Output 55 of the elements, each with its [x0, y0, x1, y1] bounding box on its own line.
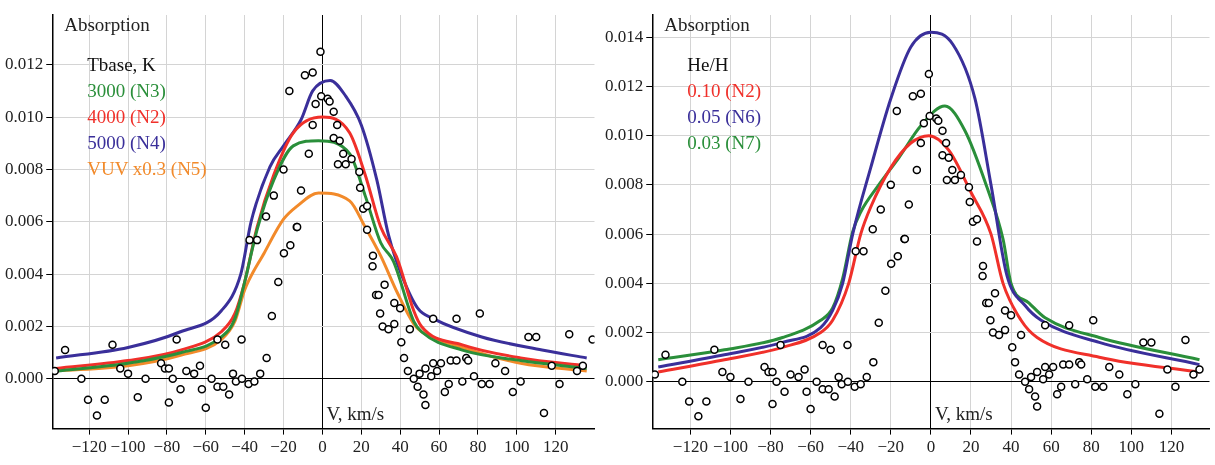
y-tick-label: 0.008: [605, 174, 644, 194]
text: 5000 (N4): [87, 132, 166, 155]
line-series: [54, 78, 589, 360]
y-axis-title: Absorption: [64, 14, 151, 36]
x-tick-label: 80: [469, 437, 487, 457]
x-tick-label: 60: [1042, 437, 1060, 457]
text: 0.10 (N2): [687, 80, 762, 103]
x-tick-label: 20: [962, 437, 980, 457]
y-tick-label: 0.010: [605, 125, 644, 145]
x-tick-label: −40: [231, 437, 258, 457]
x-tick-label: 120: [1158, 437, 1185, 457]
x-tick-label: −40: [837, 437, 864, 457]
x-tick-label: −60: [192, 437, 220, 457]
y-tick-label: 0.000: [605, 371, 644, 391]
x-tick-label: 60: [430, 437, 448, 457]
y-tick-label: 0.004: [605, 272, 644, 292]
x-tick-label: 100: [504, 437, 530, 457]
x-tick-label: −100: [110, 437, 146, 457]
y-tick-label: 0.004: [5, 263, 44, 283]
x-tick-label: −100: [712, 437, 748, 457]
legend-title: Tbase, K: [87, 54, 157, 76]
x-tick-label: 120: [542, 437, 569, 457]
y-tick-label: 0.006: [5, 211, 44, 231]
x-tick-label: 100: [1118, 437, 1145, 457]
y-tick-label: 0.002: [605, 322, 644, 342]
text: VUV x0.3 (N5): [87, 158, 207, 181]
y-axis-title: Absorption: [664, 14, 751, 36]
legend-title: He/H: [687, 54, 729, 76]
y-tick-label: 0.012: [605, 75, 644, 95]
x-tick-label: 40: [1002, 437, 1020, 457]
x-tick-label: −80: [757, 437, 784, 457]
x-axis-title: V, km/s: [934, 403, 993, 425]
x-tick-label: 0: [318, 437, 327, 457]
x-tick-label: 20: [352, 437, 370, 457]
x-tick-label: 80: [1082, 437, 1100, 457]
text: 4000 (N2): [87, 106, 166, 129]
x-tick-label: −80: [153, 437, 181, 457]
x-axis-title: V, km/s: [326, 403, 385, 425]
x-tick-label: −120: [672, 437, 708, 457]
x-tick-label: −60: [797, 437, 824, 457]
x-tick-label: 0: [926, 437, 936, 457]
x-tick-label: −20: [877, 437, 905, 457]
x-tick-label: −20: [270, 437, 297, 457]
x-tick-label: 40: [391, 437, 409, 457]
y-tick-label: 0.006: [605, 223, 644, 243]
y-tick-label: 0.014: [605, 26, 644, 46]
y-tick-label: 0.002: [5, 315, 44, 335]
x-tick-label: −120: [71, 437, 107, 457]
text: 0.05 (N6): [687, 106, 762, 129]
y-tick-label: 0.012: [5, 54, 44, 74]
text: 3000 (N3): [87, 80, 166, 103]
y-tick-label: 0.000: [5, 368, 44, 388]
y-tick-label: 0.008: [5, 158, 44, 178]
y-tick-label: 0.010: [5, 106, 44, 126]
text: 0.03 (N7): [687, 132, 762, 155]
